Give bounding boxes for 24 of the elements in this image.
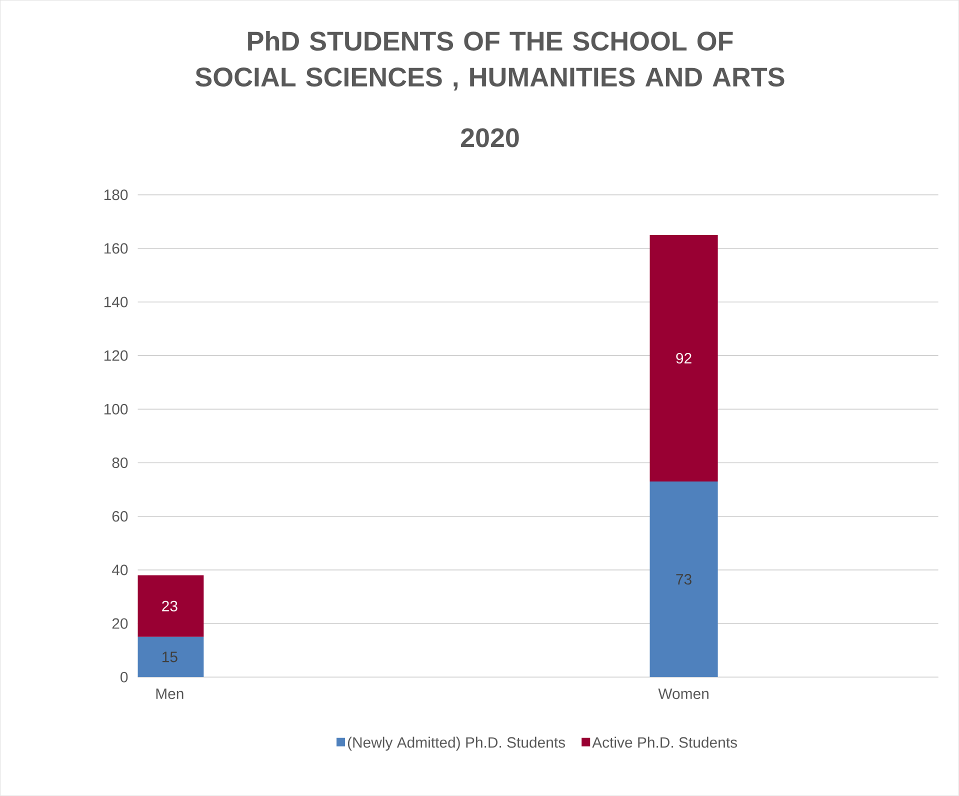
data-label: 73 — [676, 574, 692, 585]
chart-title: PhD STUDENTS OF THE SCHOOL OF SOCIAL SCIENCES , HUMANITIES AND ARTS — [195, 30, 784, 91]
bar — [138, 575, 204, 637]
data-label: 15 — [162, 652, 178, 662]
y-tick-label: 60 — [112, 511, 128, 522]
y-tick-label: 100 — [104, 404, 128, 415]
x-tick-label: Women — [658, 688, 708, 700]
bar — [138, 636, 204, 678]
chart-subtitle: 2020 — [461, 128, 519, 148]
y-tick-label: 160 — [104, 243, 128, 254]
data-label: 23 — [162, 600, 178, 612]
y-tick-label: 20 — [112, 618, 128, 629]
y-tick-label: 180 — [104, 190, 128, 200]
bar — [650, 482, 718, 678]
y-tick-label: 40 — [112, 564, 128, 576]
y-tick-label: 120 — [104, 350, 128, 361]
legend-label: Active Ph.D. Students — [592, 736, 737, 748]
x-tick-label: Men — [156, 688, 184, 700]
legend-label: (Newly Admitted) Ph.D. Students — [348, 736, 566, 751]
y-tick-label: 140 — [104, 296, 128, 308]
data-label: 92 — [676, 353, 692, 364]
bar — [650, 235, 718, 482]
y-tick-label: 80 — [112, 458, 128, 468]
y-tick-label: 0 — [120, 672, 128, 682]
